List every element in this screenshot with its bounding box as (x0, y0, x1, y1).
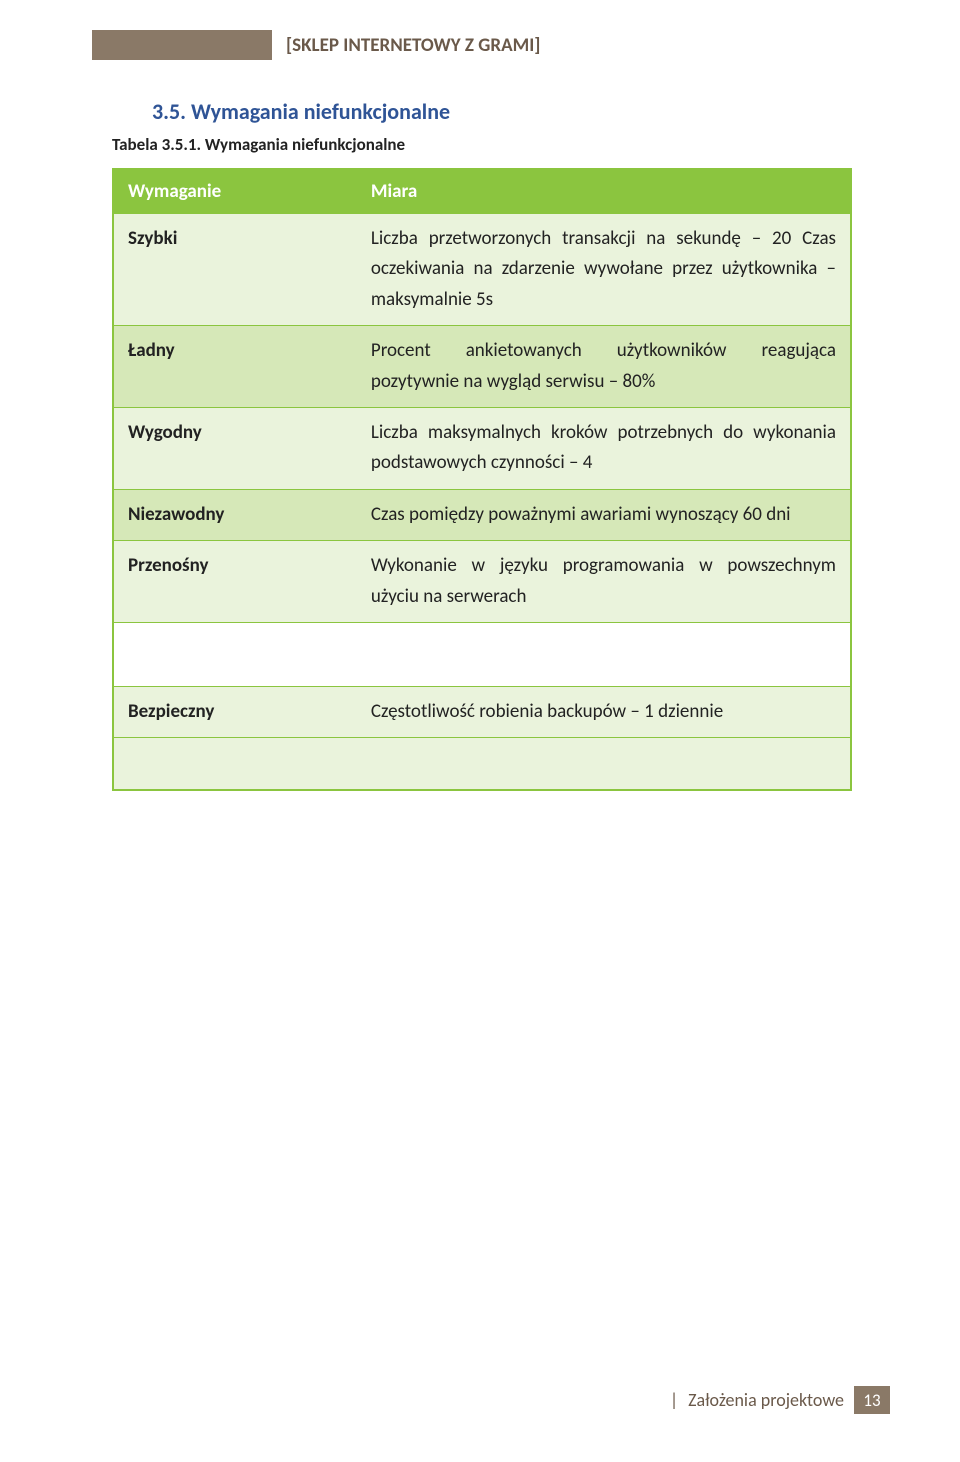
row-value: Liczba maksymalnych kroków potrzebnych d… (357, 407, 850, 489)
section-heading: 3.5. Wymagania niefunkcjonalne (152, 98, 450, 125)
header-bar: [SKLEP INTERNETOWY Z GRAMI] (92, 30, 540, 60)
row-label: Szybki (114, 214, 357, 326)
footer-separator: | (670, 1389, 678, 1411)
row-value: Częstotliwość robienia backupów – 1 dzie… (357, 686, 850, 737)
row-label: Wygodny (114, 407, 357, 489)
requirements-table: Wymaganie Miara Szybki Liczba przetworzo… (114, 170, 850, 789)
gap-cell (114, 622, 850, 686)
row-value: Procent ankietowanych użytkowników reagu… (357, 326, 850, 408)
table-header-col1: Wymaganie (114, 170, 357, 214)
bracket-close: ] (534, 34, 540, 57)
table-row: Niezawodny Czas pomiędzy poważnymi awari… (114, 489, 850, 540)
table-row: Ładny Procent ankietowanych użytkowników… (114, 326, 850, 408)
row-label: Niezawodny (114, 489, 357, 540)
header-color-block (92, 30, 272, 60)
table-gap (114, 622, 850, 686)
header-title: [SKLEP INTERNETOWY Z GRAMI] (286, 34, 540, 57)
table-row: Szybki Liczba przetworzonych transakcji … (114, 214, 850, 326)
table-row: Przenośny Wykonanie w języku programowan… (114, 541, 850, 623)
row-label: Bezpieczny (114, 686, 357, 737)
requirements-table-wrap: Wymaganie Miara Szybki Liczba przetworzo… (112, 168, 852, 791)
footer: | Założenia projektowe 13 (670, 1386, 890, 1414)
table-row-empty (114, 738, 850, 789)
empty-cell (114, 738, 357, 789)
row-value: Wykonanie w języku programowania w powsz… (357, 541, 850, 623)
footer-section-label: Założenia projektowe (688, 1389, 844, 1411)
row-value: Liczba przetworzonych transakcji na seku… (357, 214, 850, 326)
table-header-col2: Miara (357, 170, 850, 214)
row-value: Czas pomiędzy poważnymi awariami wynoszą… (357, 489, 850, 540)
row-label: Przenośny (114, 541, 357, 623)
footer-page-number: 13 (863, 1390, 880, 1411)
table-row: Wygodny Liczba maksymalnych kroków potrz… (114, 407, 850, 489)
table-caption: Tabela 3.5.1. Wymagania niefunkcjonalne (112, 134, 405, 155)
footer-page-number-box: 13 (854, 1386, 890, 1414)
row-label: Ładny (114, 326, 357, 408)
header-title-text: SKLEP INTERNETOWY Z GRAMI (292, 34, 534, 57)
empty-cell (357, 738, 850, 789)
table-row: Bezpieczny Częstotliwość robienia backup… (114, 686, 850, 737)
